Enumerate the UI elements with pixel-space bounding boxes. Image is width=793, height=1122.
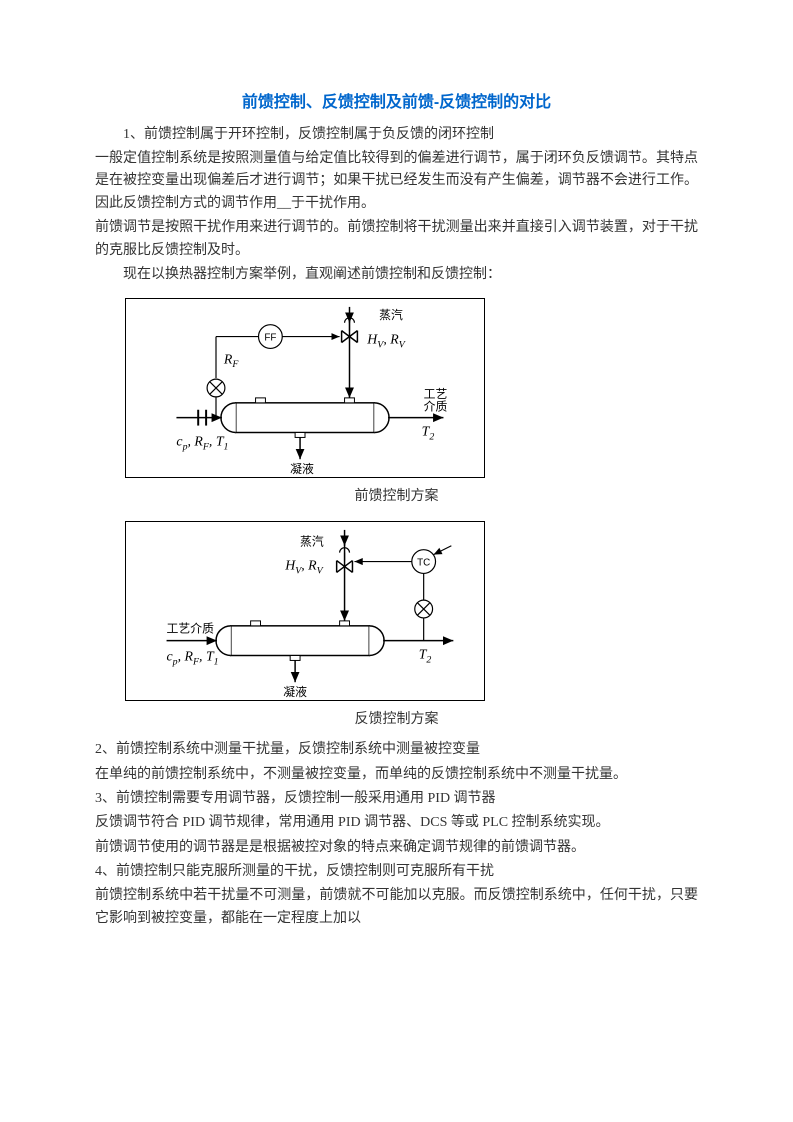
svg-text:蒸汽: 蒸汽 — [379, 308, 403, 322]
page-title: 前馈控制、反馈控制及前馈-反馈控制的对比 — [95, 90, 698, 116]
para-1: 1、前馈控制属于开环控制，反馈控制属于负反馈的闭环控制 — [95, 124, 698, 146]
svg-text:HV, RV: HV, RV — [366, 332, 405, 351]
para-4: 现在以换热器控制方案举例，直观阐述前馈控制和反馈控制： — [95, 264, 698, 286]
svg-text:cp, RF, T1: cp, RF, T1 — [176, 434, 228, 453]
para-2: 一般定值控制系统是按照测量值与给定值比较得到的偏差进行调节，属于闭环负反馈调节。… — [95, 148, 698, 215]
svg-text:RF: RF — [223, 352, 239, 371]
para-5: 2、前馈控制系统中测量干扰量，反馈控制系统中测量被控变量 — [95, 739, 698, 761]
para-11: 前馈控制系统中若干扰量不可测量，前馈就不可能加以克服。而反馈控制系统中，任何干扰… — [95, 885, 698, 930]
svg-text:HV, RV: HV, RV — [284, 557, 323, 576]
svg-text:工艺介质: 工艺介质 — [167, 621, 215, 635]
svg-text:T2: T2 — [422, 424, 435, 443]
svg-text:凝液: 凝液 — [290, 462, 314, 476]
feedback-diagram: 蒸汽 HV, RV TC 工艺介质 cp, RF, T1 T2 凝液 — [125, 521, 485, 701]
svg-text:FF: FF — [264, 333, 276, 344]
para-9: 前馈调节使用的调节器是是根据被控对象的特点来确定调节规律的前馈调节器。 — [95, 837, 698, 859]
svg-text:TC: TC — [417, 557, 430, 568]
para-10: 4、前馈控制只能克服所测量的干扰，反馈控制则可克服所有干扰 — [95, 861, 698, 883]
feedforward-diagram: 蒸汽 HV, RV FF RF 工艺 介质 T2 cp, RF, T1 凝液 — [125, 298, 485, 478]
caption-2: 反馈控制方案 — [95, 709, 698, 731]
svg-text:T2: T2 — [419, 646, 432, 665]
para-8: 反馈调节符合 PID 调节规律，常用通用 PID 调节器、DCS 等或 PLC … — [95, 812, 698, 834]
para-3: 前馈调节是按照干扰作用来进行调节的。前馈控制将干扰测量出来并直接引入调节装置，对… — [95, 217, 698, 262]
para-7: 3、前馈控制需要专用调节器，反馈控制一般采用通用 PID 调节器 — [95, 788, 698, 810]
svg-text:介质: 介质 — [424, 400, 448, 414]
caption-1: 前馈控制方案 — [95, 486, 698, 508]
svg-text:凝液: 凝液 — [283, 685, 307, 699]
para-6: 在单纯的前馈控制系统中，不测量被控变量，而单纯的反馈控制系统中不测量干扰量。 — [95, 764, 698, 786]
svg-text:cp, RF, T1: cp, RF, T1 — [167, 648, 219, 667]
svg-text:蒸汽: 蒸汽 — [300, 534, 324, 548]
